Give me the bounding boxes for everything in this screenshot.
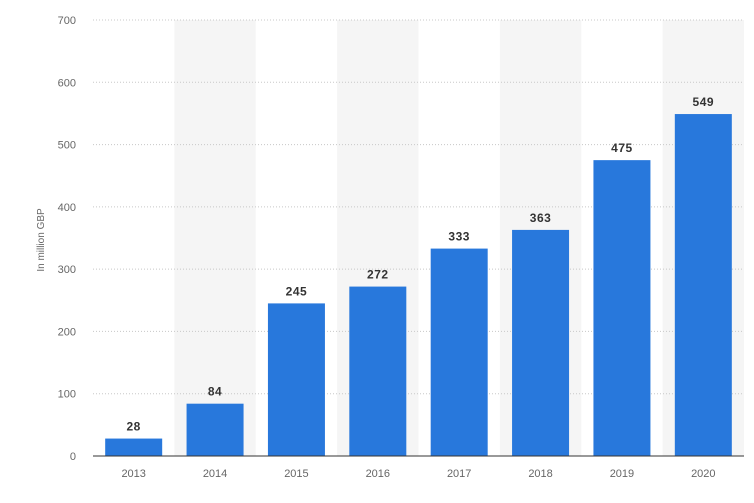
x-tick-label: 2013 — [121, 468, 145, 480]
x-tick-label: 2018 — [528, 468, 552, 480]
data-label: 549 — [693, 95, 715, 109]
y-tick-label: 300 — [58, 264, 76, 276]
gridlines — [93, 19, 744, 395]
y-tick-label: 600 — [58, 77, 76, 89]
x-axis-ticks: 2013 2014 2015 2016 2017 2018 2019 2020 — [121, 468, 715, 480]
x-tick-label: 2017 — [447, 468, 471, 480]
bar[interactable] — [674, 114, 732, 457]
y-tick-label: 200 — [58, 326, 76, 338]
data-label: 272 — [367, 268, 389, 282]
x-tick-label: 2016 — [366, 468, 390, 480]
data-label: 28 — [127, 420, 141, 434]
data-label: 245 — [286, 284, 308, 298]
y-tick-label: 500 — [58, 140, 76, 152]
bars — [105, 114, 732, 457]
x-tick-label: 2014 — [203, 468, 227, 480]
data-labels: 28 84 245 272 333 363 475 549 — [127, 95, 715, 434]
y-tick-label: 400 — [58, 202, 76, 214]
data-label: 363 — [530, 211, 552, 225]
x-tick-label: 2019 — [610, 468, 634, 480]
data-label: 475 — [611, 141, 633, 155]
y-tick-label: 0 — [70, 451, 76, 463]
bar[interactable] — [512, 229, 570, 456]
y-tick-label: 100 — [58, 389, 76, 401]
data-label: 84 — [208, 385, 222, 399]
bar[interactable] — [349, 286, 407, 456]
bar[interactable] — [267, 303, 325, 456]
data-label: 333 — [448, 230, 470, 244]
bar[interactable] — [186, 403, 244, 456]
bar[interactable] — [105, 438, 163, 456]
y-axis-ticks: 0 100 200 300 400 500 600 700 — [58, 15, 76, 463]
x-tick-label: 2015 — [284, 468, 308, 480]
y-axis-title: In million GBP — [36, 208, 47, 272]
bar[interactable] — [593, 160, 651, 456]
bar[interactable] — [430, 248, 488, 456]
x-tick-label: 2020 — [691, 468, 715, 480]
category-band — [174, 20, 256, 456]
y-tick-label: 700 — [58, 15, 76, 27]
